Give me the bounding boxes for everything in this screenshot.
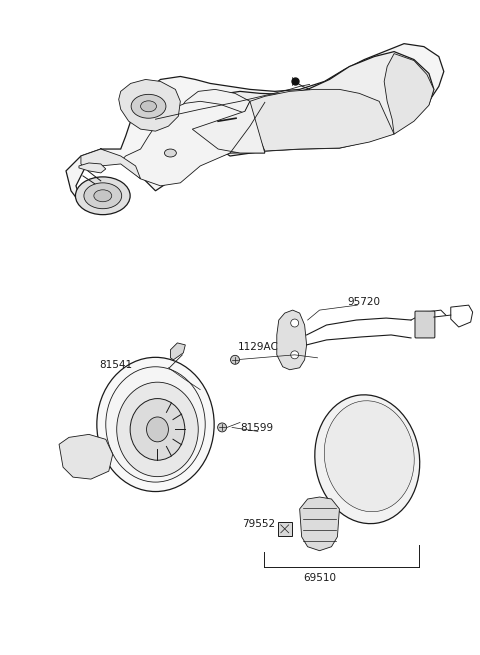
Ellipse shape bbox=[217, 423, 227, 432]
Polygon shape bbox=[79, 163, 106, 173]
Ellipse shape bbox=[106, 367, 205, 482]
Polygon shape bbox=[119, 79, 180, 131]
Ellipse shape bbox=[165, 149, 176, 157]
Polygon shape bbox=[384, 54, 434, 134]
Polygon shape bbox=[156, 89, 265, 181]
Polygon shape bbox=[59, 434, 113, 479]
Polygon shape bbox=[170, 343, 185, 360]
Polygon shape bbox=[277, 310, 307, 370]
Ellipse shape bbox=[131, 94, 166, 118]
Text: 79552: 79552 bbox=[242, 519, 275, 529]
Ellipse shape bbox=[117, 382, 198, 477]
FancyBboxPatch shape bbox=[278, 522, 292, 536]
FancyBboxPatch shape bbox=[415, 311, 435, 338]
Ellipse shape bbox=[123, 88, 174, 124]
Ellipse shape bbox=[97, 358, 214, 491]
Text: 1129AC: 1129AC bbox=[238, 342, 279, 352]
Ellipse shape bbox=[146, 417, 168, 442]
Ellipse shape bbox=[315, 395, 420, 523]
Ellipse shape bbox=[130, 399, 185, 460]
Ellipse shape bbox=[324, 401, 414, 512]
Polygon shape bbox=[245, 89, 394, 151]
Text: 81541: 81541 bbox=[99, 360, 132, 370]
Polygon shape bbox=[81, 149, 141, 179]
Ellipse shape bbox=[75, 177, 130, 215]
Polygon shape bbox=[120, 102, 265, 186]
Polygon shape bbox=[188, 52, 434, 156]
Polygon shape bbox=[66, 44, 444, 211]
Text: 81599: 81599 bbox=[240, 423, 273, 434]
Ellipse shape bbox=[141, 101, 156, 112]
Text: 69510: 69510 bbox=[303, 572, 336, 582]
Ellipse shape bbox=[291, 351, 299, 359]
Polygon shape bbox=[192, 102, 265, 153]
Ellipse shape bbox=[94, 190, 112, 202]
Ellipse shape bbox=[84, 183, 122, 209]
Polygon shape bbox=[300, 497, 339, 551]
Ellipse shape bbox=[291, 319, 299, 327]
Text: 95720: 95720 bbox=[348, 297, 380, 307]
Ellipse shape bbox=[230, 356, 240, 364]
